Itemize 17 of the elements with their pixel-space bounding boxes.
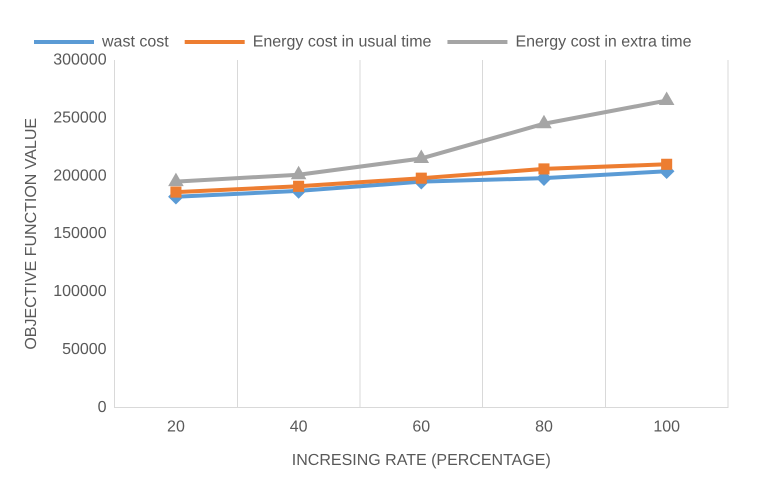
y-tick-label: 250000 — [53, 109, 107, 126]
y-tick-label: 0 — [98, 399, 107, 416]
y-tick-label: 150000 — [53, 225, 107, 242]
y-tick-label: 200000 — [53, 167, 107, 184]
x-tick-label: 20 — [167, 418, 185, 436]
x-tick-label: 60 — [412, 418, 430, 436]
legend-label: Energy cost in usual time — [252, 33, 432, 50]
y-tick-label: 300000 — [53, 51, 107, 68]
y-tick-label: 50000 — [62, 341, 107, 358]
x-tick-label: 80 — [535, 418, 553, 436]
x-tick-label: 40 — [290, 418, 308, 436]
x-tick-label: 100 — [653, 418, 680, 436]
legend-label: Energy cost in extra time — [515, 33, 692, 50]
x-axis-title: INCRESING RATE (PERCENTAGE) — [292, 452, 551, 469]
y-axis-title: OBJECTIVE FUNCTION VALUE — [23, 118, 40, 350]
y-tick-label: 100000 — [53, 283, 107, 300]
legend-label: wast cost — [101, 33, 170, 50]
